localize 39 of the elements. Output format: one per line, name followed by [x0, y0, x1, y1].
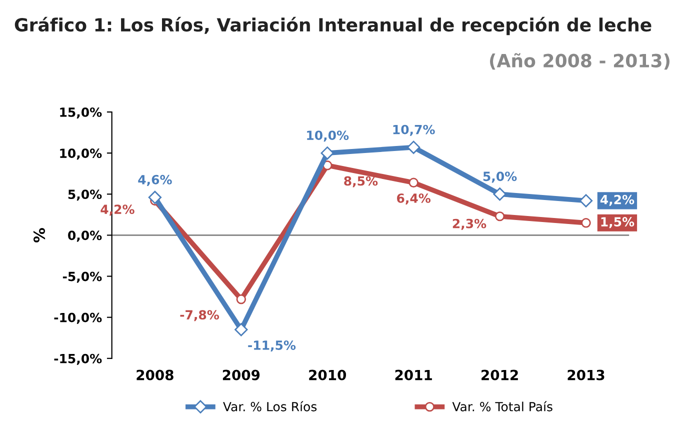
- data-label: 10,0%: [307, 130, 349, 142]
- x-tick-label: 2008: [136, 370, 174, 380]
- x-tick-label: 2011: [395, 370, 432, 380]
- point: [494, 211, 505, 222]
- y-tick-label: 10,0%: [60, 148, 102, 160]
- point: [581, 218, 591, 228]
- x-tick-label: 2012: [482, 370, 518, 380]
- x-tick-label: 2010: [309, 370, 346, 380]
- point: [320, 146, 334, 160]
- point: [408, 178, 418, 188]
- point: [234, 323, 248, 336]
- point: [236, 294, 246, 304]
- y-tick-label: 0,0%: [68, 230, 102, 242]
- data-label: 4,6%: [138, 174, 172, 186]
- y-axis-title: %: [33, 228, 46, 242]
- x-tick-label: 2013: [568, 370, 604, 380]
- data-label: 8,5%: [344, 176, 378, 188]
- data-label: 6,4%: [397, 193, 431, 205]
- y-tick-label: -5,0%: [62, 272, 102, 283]
- data-label: 10,7%: [393, 124, 435, 136]
- point: [493, 188, 506, 201]
- data-label: 4,2%: [600, 194, 634, 206]
- x-tick-label: 2009: [222, 370, 260, 380]
- data-label: 1,5%: [601, 217, 634, 228]
- data-label: -7,8%: [180, 310, 220, 322]
- data-label: 5,0%: [483, 172, 517, 183]
- chart-subtitle: (Año 2008 - 2013): [490, 53, 670, 70]
- data-label: 2,3%: [452, 218, 486, 230]
- legend-label: Var. % Total País: [452, 401, 552, 412]
- y-tick-label: 5,0%: [68, 190, 102, 201]
- y-tick-label: 15,0%: [60, 107, 102, 119]
- point: [148, 190, 162, 204]
- chart-title: Gráfico 1: Los Ríos, Variación Interanual de recepción de leche: [14, 16, 652, 36]
- y-tick-label: -10,0%: [54, 312, 102, 324]
- point: [579, 194, 593, 208]
- legend-label: Var. % Los Ríos: [223, 401, 317, 412]
- y-tick-label: -15,0%: [54, 354, 102, 365]
- point: [406, 140, 420, 154]
- data-label: -11,5%: [248, 340, 296, 352]
